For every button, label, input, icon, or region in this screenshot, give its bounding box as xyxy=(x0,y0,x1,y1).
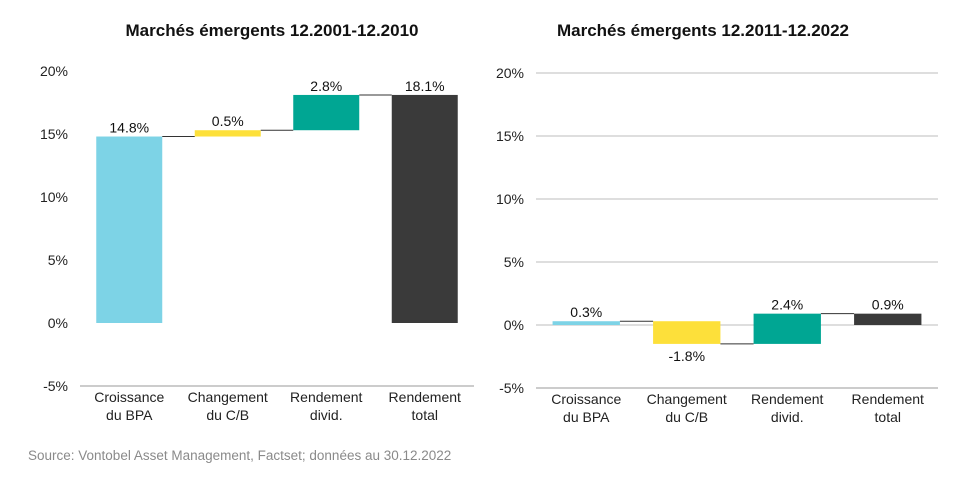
chart1-ytick-label: 15% xyxy=(40,126,68,142)
chart2-category-label: Croissance xyxy=(551,391,621,407)
chart1-category-label: Croissance xyxy=(94,389,164,405)
chart2-category-label: Rendement xyxy=(751,391,823,407)
source-note: Source: Vontobel Asset Management, Facts… xyxy=(28,448,452,463)
chart2-bar xyxy=(552,321,620,325)
chart1-ytick-label: 0% xyxy=(48,315,68,331)
chart2-category-label: du C/B xyxy=(665,409,708,425)
chart2-data-label: 2.4% xyxy=(771,297,803,313)
chart1-category-label: du C/B xyxy=(206,407,249,423)
chart2-category-label: du BPA xyxy=(563,409,610,425)
chart2-data-label: 0.9% xyxy=(872,297,904,313)
chart2-bar xyxy=(854,313,922,325)
chart1-data-label: 0.5% xyxy=(212,113,244,129)
chart2-ytick-label: 20% xyxy=(496,65,524,81)
chart2-data-label: -1.8% xyxy=(668,348,705,364)
chart2-ytick-label: 15% xyxy=(496,128,524,144)
chart1-category-label: Rendement xyxy=(290,389,362,405)
chart1-bar xyxy=(293,94,360,131)
chart2-category-label: Rendement xyxy=(852,391,924,407)
chart2-title: Marchés émergents 12.2011-12.2022 xyxy=(557,21,849,40)
chart2-category-label: Changement xyxy=(647,391,727,407)
chart2-bar xyxy=(753,313,821,344)
chart2-ytick-label: -5% xyxy=(499,380,524,396)
chart1-ytick-label: 10% xyxy=(40,189,68,205)
chart1-ytick-label: 5% xyxy=(48,252,68,268)
chart2-ytick-label: 10% xyxy=(496,191,524,207)
chart1-bar xyxy=(96,136,163,323)
chart1-category-label: divid. xyxy=(310,407,343,423)
chart1-data-label: 18.1% xyxy=(405,78,445,94)
chart1-category-label: du BPA xyxy=(106,407,153,423)
chart1-category-label: Changement xyxy=(188,389,268,405)
chart2-data-label: 0.3% xyxy=(570,304,602,320)
chart1-category-label: Rendement xyxy=(389,389,461,405)
chart2-ytick-label: 0% xyxy=(504,317,524,333)
chart1-ytick-label: -5% xyxy=(43,378,68,394)
chart1-data-label: 2.8% xyxy=(310,78,342,94)
chart2-category-label: divid. xyxy=(771,409,804,425)
chart2-category-label: total xyxy=(875,409,901,425)
chart1-bar xyxy=(194,130,261,137)
chart1-title: Marchés émergents 12.2001-12.2010 xyxy=(126,21,419,40)
chart2-bar xyxy=(653,321,721,344)
chart1-category-label: total xyxy=(412,407,438,423)
chart2-ytick-label: 5% xyxy=(504,254,524,270)
chart1-data-label: 14.8% xyxy=(109,120,149,136)
chart1-bar xyxy=(391,94,458,323)
chart1-ytick-label: 20% xyxy=(40,63,68,79)
